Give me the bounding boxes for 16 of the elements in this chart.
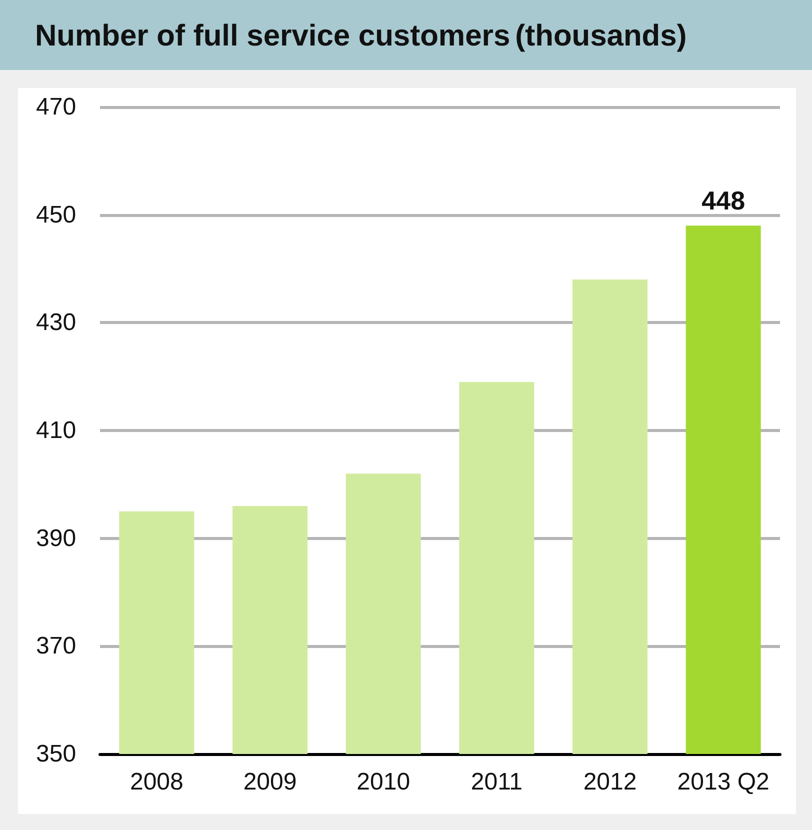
x-tick-label: 2013 Q2 bbox=[677, 768, 770, 796]
chart-subtitle: (thousands) bbox=[515, 20, 687, 52]
y-tick-label: 450 bbox=[36, 201, 76, 228]
x-tick-label: 2010 bbox=[356, 768, 410, 796]
y-tick-label: 390 bbox=[36, 524, 76, 552]
x-tick-label: 2009 bbox=[243, 768, 297, 796]
chart-title: Number of full service customers bbox=[35, 20, 510, 52]
y-tick-label: 430 bbox=[36, 309, 76, 336]
x-tick-label: 2012 bbox=[583, 768, 637, 796]
y-tick-label: 350 bbox=[36, 740, 76, 768]
x-tick-label: 2011 bbox=[470, 768, 522, 796]
data-label: 448 bbox=[702, 186, 746, 216]
y-tick-label: 470 bbox=[36, 94, 76, 120]
y-tick-label: 370 bbox=[36, 632, 76, 660]
y-tick-label: 410 bbox=[36, 417, 76, 444]
x-tick-label: 2008 bbox=[130, 768, 184, 796]
